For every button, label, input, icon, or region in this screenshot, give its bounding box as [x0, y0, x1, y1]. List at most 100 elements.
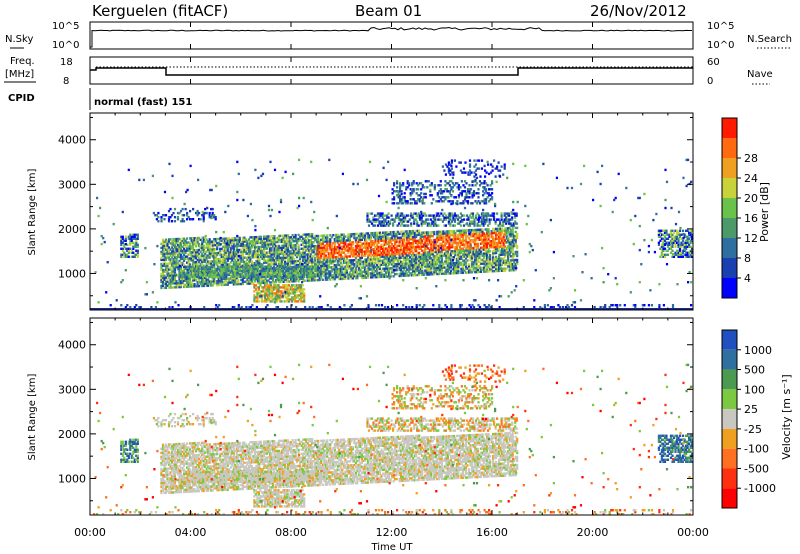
power-echo — [387, 222, 390, 225]
power-echo — [513, 266, 516, 270]
power-echo — [475, 254, 478, 258]
power-echo — [350, 269, 353, 272]
power-echo — [366, 218, 369, 221]
power-echo — [470, 263, 474, 266]
power-echo — [378, 273, 382, 277]
power-echo — [199, 256, 202, 260]
power-echo — [388, 261, 391, 264]
power-echo — [262, 279, 266, 282]
power-echo — [425, 251, 428, 254]
power-echo — [272, 269, 276, 273]
power-echo — [510, 255, 513, 258]
power-echo — [326, 272, 329, 275]
power-echo — [473, 240, 477, 244]
power-echo — [368, 272, 371, 275]
power-echo — [285, 300, 288, 303]
freq-tick-bottom: 8 — [63, 76, 69, 87]
power-echo — [235, 246, 238, 250]
power-echo — [163, 246, 166, 249]
power-echo — [392, 251, 395, 254]
power-echo — [283, 273, 286, 277]
power-echo — [499, 261, 502, 264]
power-echo — [490, 244, 493, 247]
power-echo — [427, 257, 430, 260]
power-echo — [317, 254, 320, 258]
power-echo — [199, 280, 202, 284]
power-echo — [287, 264, 290, 267]
power-echo — [211, 244, 214, 247]
power-echo — [214, 280, 217, 283]
power-echo — [186, 241, 189, 244]
power-echo — [504, 251, 507, 254]
power-echo — [172, 248, 175, 251]
power-echo — [280, 258, 284, 261]
power-echo — [332, 256, 335, 259]
power-echo — [324, 250, 327, 253]
power-echo — [330, 246, 333, 249]
power-echo — [487, 228, 490, 231]
power-echo — [372, 262, 376, 265]
radar-title: Kerguelen (fitACF) — [92, 2, 228, 20]
power-echo — [250, 267, 253, 271]
power-echo — [226, 263, 229, 266]
power-echo — [230, 265, 233, 269]
power-echo — [252, 244, 255, 247]
power-echo — [446, 252, 449, 255]
power-echo — [511, 240, 514, 244]
power-echo — [479, 268, 483, 271]
power-echo — [403, 250, 406, 253]
power-echo — [263, 292, 267, 295]
power-echo — [369, 236, 373, 239]
power-echo — [304, 269, 307, 273]
power-echo — [422, 253, 425, 256]
power-echo — [336, 271, 339, 275]
power-echo — [209, 267, 212, 271]
power-echo — [378, 222, 381, 225]
power-echo — [418, 231, 421, 234]
power-echo — [413, 266, 416, 269]
power-echo — [508, 247, 511, 250]
power-echo — [392, 245, 395, 248]
power-echo — [309, 243, 312, 246]
power-echo — [166, 284, 169, 287]
power-echo — [385, 255, 388, 258]
power-echo — [473, 232, 477, 236]
power-echo — [172, 280, 175, 283]
power-echo — [265, 300, 268, 303]
power-echo — [235, 248, 238, 252]
power-echo — [444, 214, 447, 217]
power-echo — [498, 229, 501, 232]
power-echo — [407, 248, 410, 251]
power-echo — [287, 250, 290, 253]
power-echo — [298, 290, 301, 293]
power-echo — [443, 260, 446, 263]
power-echo — [199, 250, 202, 254]
power-echo — [385, 235, 388, 238]
power-echo — [317, 258, 320, 262]
power-echo — [275, 296, 279, 299]
power-echo — [454, 251, 457, 255]
power-echo — [163, 282, 166, 286]
power-echo — [207, 280, 210, 283]
power-echo — [362, 236, 365, 239]
power-echo — [178, 241, 181, 245]
power-echo — [271, 288, 274, 291]
power-echo — [258, 247, 261, 251]
power-echo — [321, 248, 324, 251]
power-echo — [389, 267, 392, 270]
power-echo — [486, 232, 489, 235]
power-echo — [196, 281, 199, 284]
power-echo — [476, 234, 480, 238]
power-echo — [201, 246, 204, 250]
power-echo — [458, 233, 461, 236]
power-echo — [478, 230, 481, 233]
power-echo — [412, 252, 415, 255]
power-echo — [392, 263, 395, 266]
power-echo — [422, 259, 425, 262]
power-echo — [198, 258, 201, 262]
power-echo — [353, 255, 356, 258]
power-echo — [247, 248, 250, 251]
power-echo — [239, 265, 242, 269]
power-echo — [419, 267, 422, 271]
power-echo — [413, 222, 416, 225]
